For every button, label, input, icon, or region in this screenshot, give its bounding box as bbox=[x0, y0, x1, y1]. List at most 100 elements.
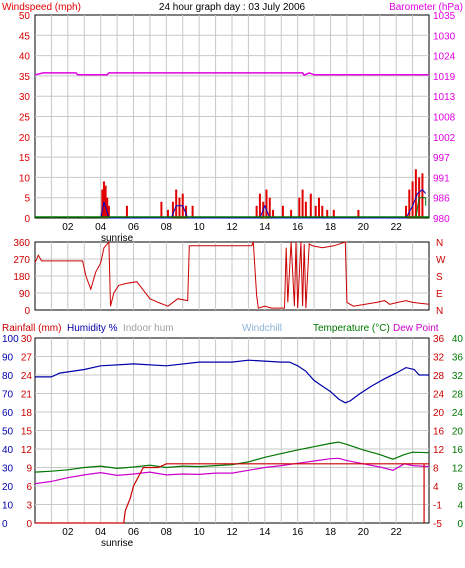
x-tick-label: 14 bbox=[259, 222, 271, 233]
x-tick-label: 08 bbox=[161, 527, 173, 538]
temperature-right-tick-label: -1 bbox=[433, 501, 442, 512]
legend-humidity: Humidity % bbox=[67, 323, 118, 334]
windspeed-tick-label: 5 bbox=[24, 194, 30, 205]
temperature-left-tick-label: 28 bbox=[452, 390, 464, 401]
windspeed-tick-label: 40 bbox=[19, 52, 31, 63]
temperature-right-tick-label: 24 bbox=[433, 390, 445, 401]
temperature-right-tick-label: 20 bbox=[433, 408, 445, 419]
windspeed-axis-label: Windspeed (mph) bbox=[2, 2, 81, 13]
temperature-left-tick-label: 24 bbox=[452, 408, 464, 419]
temperature-left-tick-label: 20 bbox=[452, 427, 464, 438]
direction-tick-label: 90 bbox=[19, 289, 31, 300]
compass-tick-label: E bbox=[436, 289, 443, 300]
temperature-right-tick-label: 28 bbox=[433, 371, 445, 382]
rainfall-tick-label: 3 bbox=[26, 501, 32, 512]
rainfall-tick-label: 15 bbox=[21, 427, 33, 438]
legend-indoor-humidity: Indoor hum bbox=[123, 323, 174, 334]
x-tick-label: 14 bbox=[259, 527, 271, 538]
wind-gust-line bbox=[100, 188, 427, 219]
windspeed-tick-label: 10 bbox=[19, 173, 31, 184]
temperature-left-tick-label: 8 bbox=[457, 482, 463, 493]
x-tick-label: 04 bbox=[95, 222, 107, 233]
windspeed-tick-label: 35 bbox=[19, 72, 31, 83]
legend-temperature: Temperature (°C) bbox=[313, 323, 390, 334]
barometer-tick-label: 1019 bbox=[433, 72, 456, 83]
x-tick-label: 22 bbox=[391, 222, 403, 233]
temperature-line bbox=[34, 441, 430, 473]
x-tick-label: 10 bbox=[194, 527, 206, 538]
windspeed-tick-label: 20 bbox=[19, 133, 31, 144]
barometer-tick-label: 1024 bbox=[433, 52, 456, 63]
windspeed-tick-label: 45 bbox=[19, 31, 31, 42]
x-tick-label: 02 bbox=[62, 222, 74, 233]
temperature-left-tick-label: 4 bbox=[457, 501, 463, 512]
humidity-tick-label: 30 bbox=[2, 464, 14, 475]
x-tick-label: 06 bbox=[128, 222, 140, 233]
rainfall-tick-label: 30 bbox=[21, 334, 33, 345]
humidity-tick-label: 0 bbox=[2, 519, 8, 530]
temperature-left-tick-label: 40 bbox=[452, 334, 464, 345]
x-tick-label: 12 bbox=[226, 527, 238, 538]
humidity-tick-label: 60 bbox=[2, 408, 14, 419]
x-tick-label: 10 bbox=[194, 222, 206, 233]
x-tick-label: 16 bbox=[292, 527, 304, 538]
barometer-tick-label: 997 bbox=[433, 153, 450, 164]
legend-rainfall: Rainfall (mm) bbox=[2, 323, 61, 334]
barometer-tick-label: 980 bbox=[433, 214, 450, 225]
windspeed-tick-label: 30 bbox=[19, 92, 31, 103]
barometer-tick-label: 1008 bbox=[433, 113, 456, 124]
rainfall-line bbox=[35, 463, 429, 524]
temperature-left-tick-label: 0 bbox=[457, 519, 463, 530]
compass-tick-label: N bbox=[436, 306, 443, 317]
humidity-tick-label: 90 bbox=[2, 353, 14, 364]
x-tick-label: 04 bbox=[95, 527, 107, 538]
windspeed-tick-label: 25 bbox=[19, 113, 31, 124]
temperature-left-tick-label: 32 bbox=[452, 371, 464, 382]
rainfall-tick-label: 18 bbox=[21, 408, 33, 419]
x-tick-label: 20 bbox=[358, 527, 370, 538]
barometer-tick-label: 1030 bbox=[433, 31, 456, 42]
direction-tick-label: 360 bbox=[13, 238, 30, 249]
direction-tick-label: 180 bbox=[13, 272, 30, 283]
humidity-tick-label: 80 bbox=[2, 371, 14, 382]
rainfall-tick-label: 24 bbox=[21, 371, 33, 382]
wind-marker-line bbox=[415, 197, 427, 219]
chart-title: 24 hour graph day : 03 July 2006 bbox=[159, 2, 306, 13]
wind-direction-line bbox=[34, 240, 430, 309]
barometer-tick-label: 986 bbox=[433, 194, 450, 205]
humidity-line bbox=[35, 359, 429, 404]
rainfall-tick-label: 21 bbox=[21, 390, 33, 401]
direction-tick-label: 270 bbox=[13, 255, 30, 266]
temperature-right-tick-label: -5 bbox=[433, 519, 442, 530]
humidity-tick-label: 100 bbox=[2, 334, 19, 345]
rainfall-tick-label: 6 bbox=[26, 482, 32, 493]
direction-tick-label: 0 bbox=[24, 306, 30, 317]
x-tick-label: 02 bbox=[62, 527, 74, 538]
dewpoint-line bbox=[34, 457, 430, 485]
windspeed-tick-label: 50 bbox=[19, 11, 31, 22]
legend-windchill: Windchill bbox=[242, 323, 282, 334]
temperature-right-tick-label: 8 bbox=[433, 464, 439, 475]
windspeed-tick-label: 15 bbox=[19, 153, 31, 164]
barometer-tick-label: 1035 bbox=[433, 11, 456, 22]
temperature-right-tick-label: 12 bbox=[433, 445, 445, 456]
x-tick-label: 06 bbox=[128, 527, 140, 538]
barometer-tick-label: 1013 bbox=[433, 92, 456, 103]
temperature-right-tick-label: 32 bbox=[433, 353, 445, 364]
compass-tick-label: W bbox=[436, 255, 446, 266]
sunrise-label: sunrise bbox=[101, 233, 134, 244]
humidity-tick-label: 50 bbox=[2, 427, 14, 438]
humidity-tick-label: 10 bbox=[2, 501, 14, 512]
x-tick-label: 18 bbox=[325, 527, 337, 538]
temperature-left-tick-label: 16 bbox=[452, 445, 464, 456]
temperature-right-tick-label: 16 bbox=[433, 427, 445, 438]
x-tick-label: 18 bbox=[325, 222, 337, 233]
humidity-tick-label: 20 bbox=[2, 482, 14, 493]
legend-dewpoint: Dew Point bbox=[393, 323, 439, 334]
x-tick-label: 12 bbox=[226, 222, 238, 233]
x-tick-label: 22 bbox=[391, 527, 403, 538]
compass-tick-label: S bbox=[436, 272, 443, 283]
compass-tick-label: N bbox=[436, 238, 443, 249]
